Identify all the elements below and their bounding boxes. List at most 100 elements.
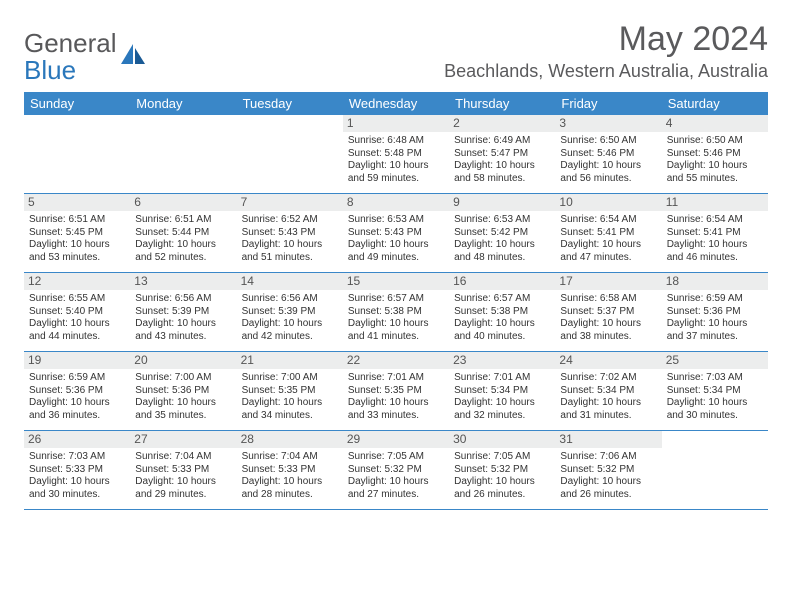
day-info-line: and 29 minutes. <box>135 489 231 502</box>
day-cell: 16Sunrise: 6:57 AMSunset: 5:38 PMDayligh… <box>449 273 555 351</box>
day-number: 6 <box>130 194 236 211</box>
day-info-line: Sunrise: 6:56 AM <box>135 293 231 306</box>
day-number: 29 <box>343 431 449 448</box>
day-info-line: and 27 minutes. <box>348 489 444 502</box>
day-info-line: Sunset: 5:33 PM <box>135 464 231 477</box>
day-info-line: and 37 minutes. <box>667 331 763 344</box>
day-cell: 26Sunrise: 7:03 AMSunset: 5:33 PMDayligh… <box>24 431 130 509</box>
day-number: 13 <box>130 273 236 290</box>
day-info-line: and 28 minutes. <box>242 489 338 502</box>
day-number: 4 <box>662 115 768 132</box>
day-cell-empty <box>130 115 236 193</box>
day-info-line: and 32 minutes. <box>454 410 550 423</box>
day-cell: 10Sunrise: 6:54 AMSunset: 5:41 PMDayligh… <box>555 194 661 272</box>
day-info-line: Sunset: 5:42 PM <box>454 227 550 240</box>
day-cell: 23Sunrise: 7:01 AMSunset: 5:34 PMDayligh… <box>449 352 555 430</box>
day-number: 16 <box>449 273 555 290</box>
day-info-line: Daylight: 10 hours <box>560 318 656 331</box>
day-info-line: Daylight: 10 hours <box>135 397 231 410</box>
day-cell: 17 Sunrise: 6:58 AMSunset: 5:37 PMDayligh… <box>555 273 661 351</box>
day-header-row: SundayMondayTuesdayWednesdayThursdayFrid… <box>24 92 768 115</box>
day-info-line: Sunset: 5:32 PM <box>348 464 444 477</box>
day-cell: 19Sunrise: 6:59 AMSunset: 5:36 PMDayligh… <box>24 352 130 430</box>
day-info-line: Sunrise: 7:04 AM <box>242 451 338 464</box>
day-cell: 31Sunrise: 7:06 AMSunset: 5:32 PMDayligh… <box>555 431 661 509</box>
day-info-line: Daylight: 10 hours <box>560 476 656 489</box>
day-info-line: Sunset: 5:38 PM <box>348 306 444 319</box>
day-info-line: Daylight: 10 hours <box>348 160 444 173</box>
day-number: 11 <box>662 194 768 211</box>
day-info-line: Sunrise: 7:00 AM <box>242 372 338 385</box>
day-info-line: Sunset: 5:37 PM <box>560 306 656 319</box>
header: General Blue May 2024 Beachlands, Wester… <box>24 20 768 86</box>
day-header: Thursday <box>449 92 555 115</box>
day-info-line: and 36 minutes. <box>29 410 125 423</box>
day-info-line: Daylight: 10 hours <box>348 397 444 410</box>
day-info-line: Daylight: 10 hours <box>560 397 656 410</box>
day-cell: 11Sunrise: 6:54 AMSunset: 5:41 PMDayligh… <box>662 194 768 272</box>
day-info-line: Daylight: 10 hours <box>348 318 444 331</box>
day-number: 27 <box>130 431 236 448</box>
day-info-line: and 43 minutes. <box>135 331 231 344</box>
day-info-line: Daylight: 10 hours <box>135 239 231 252</box>
day-info-line: Daylight: 10 hours <box>454 239 550 252</box>
day-number: 28 <box>237 431 343 448</box>
day-info-line: and 56 minutes. <box>560 173 656 186</box>
day-info-line: Daylight: 10 hours <box>135 318 231 331</box>
day-info-line: Sunset: 5:33 PM <box>242 464 338 477</box>
day-number: 24 <box>555 352 661 369</box>
day-info-line: Sunrise: 6:52 AM <box>242 214 338 227</box>
day-number: 25 <box>662 352 768 369</box>
day-number: 17 <box>555 273 661 290</box>
day-info-line: Sunrise: 6:51 AM <box>29 214 125 227</box>
day-info-line: Sunset: 5:39 PM <box>242 306 338 319</box>
day-info-line: Sunset: 5:43 PM <box>242 227 338 240</box>
day-info-line: Sunrise: 6:58 AM <box>560 293 656 306</box>
day-cell: 6Sunrise: 6:51 AMSunset: 5:44 PMDaylight… <box>130 194 236 272</box>
day-info-line: Sunset: 5:39 PM <box>135 306 231 319</box>
day-cell: 25Sunrise: 7:03 AMSunset: 5:34 PMDayligh… <box>662 352 768 430</box>
day-info-line: and 47 minutes. <box>560 252 656 265</box>
calendar-page: General Blue May 2024 Beachlands, Wester… <box>0 0 792 530</box>
day-info-line: Sunrise: 6:56 AM <box>242 293 338 306</box>
day-info-line: Sunrise: 7:02 AM <box>560 372 656 385</box>
day-info-line: Sunset: 5:36 PM <box>29 385 125 398</box>
day-info-line: Sunrise: 7:01 AM <box>454 372 550 385</box>
day-info-line: Sunrise: 6:53 AM <box>348 214 444 227</box>
day-info-line: Sunrise: 6:53 AM <box>454 214 550 227</box>
day-header: Saturday <box>662 92 768 115</box>
day-number: 30 <box>449 431 555 448</box>
day-info-line: Sunrise: 7:03 AM <box>667 372 763 385</box>
day-number: 15 <box>343 273 449 290</box>
day-number: 22 <box>343 352 449 369</box>
day-info-line: Sunrise: 7:04 AM <box>135 451 231 464</box>
day-info-line: and 31 minutes. <box>560 410 656 423</box>
day-cell: 22Sunrise: 7:01 AMSunset: 5:35 PMDayligh… <box>343 352 449 430</box>
day-cell: 2Sunrise: 6:49 AMSunset: 5:47 PMDaylight… <box>449 115 555 193</box>
day-info-line: Sunset: 5:46 PM <box>667 148 763 161</box>
day-info-line: Daylight: 10 hours <box>135 476 231 489</box>
day-cell: 30Sunrise: 7:05 AMSunset: 5:32 PMDayligh… <box>449 431 555 509</box>
day-info-line: Sunset: 5:34 PM <box>560 385 656 398</box>
day-info-line: Daylight: 10 hours <box>242 397 338 410</box>
day-info-line: and 46 minutes. <box>667 252 763 265</box>
day-header: Sunday <box>24 92 130 115</box>
day-number: 19 <box>24 352 130 369</box>
day-cell: 8Sunrise: 6:53 AMSunset: 5:43 PMDaylight… <box>343 194 449 272</box>
day-info-line: Daylight: 10 hours <box>454 397 550 410</box>
day-info-line: Daylight: 10 hours <box>454 476 550 489</box>
day-cell: 29Sunrise: 7:05 AMSunset: 5:32 PMDayligh… <box>343 431 449 509</box>
day-info-line: and 33 minutes. <box>348 410 444 423</box>
day-info-line: Sunrise: 7:03 AM <box>29 451 125 464</box>
day-header: Tuesday <box>237 92 343 115</box>
day-number: 3 <box>555 115 661 132</box>
day-info-line: Sunset: 5:48 PM <box>348 148 444 161</box>
week-row: 12Sunrise: 6:55 AMSunset: 5:40 PMDayligh… <box>24 273 768 352</box>
day-number: 21 <box>237 352 343 369</box>
day-info-line: Sunset: 5:35 PM <box>242 385 338 398</box>
day-cell: 20Sunrise: 7:00 AMSunset: 5:36 PMDayligh… <box>130 352 236 430</box>
day-info-line: Sunrise: 6:57 AM <box>454 293 550 306</box>
weeks-container: 1Sunrise: 6:48 AMSunset: 5:48 PMDaylight… <box>24 115 768 510</box>
day-info-line: Sunset: 5:34 PM <box>454 385 550 398</box>
day-info-line: Sunset: 5:36 PM <box>135 385 231 398</box>
